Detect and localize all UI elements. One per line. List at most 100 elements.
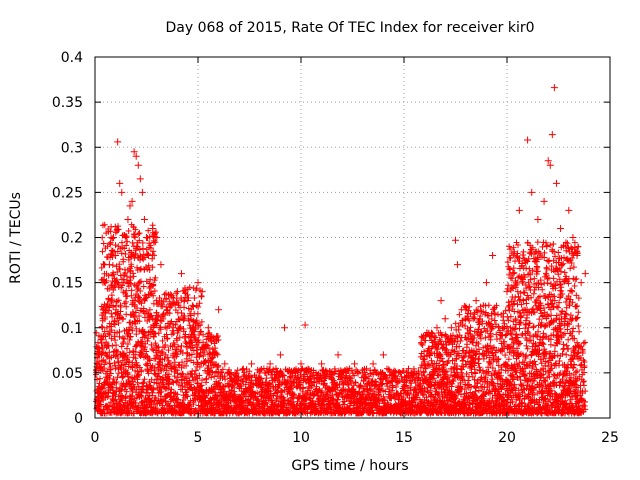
data-point-marker [109,253,116,260]
data-point-marker [135,230,142,237]
data-point-marker [136,246,143,253]
data-point-marker [126,326,133,333]
data-point-marker [159,337,166,344]
data-point-marker [123,242,130,249]
data-point-marker [122,395,129,402]
data-point-marker [118,343,125,350]
data-point-marker [152,239,159,246]
data-point-marker [164,392,171,399]
data-point-marker [132,226,139,233]
data-point-marker [117,392,124,399]
data-point-marker [145,262,152,269]
data-point-marker [99,395,106,402]
data-point-marker [149,389,156,396]
data-point-marker [139,245,146,252]
data-point-marker [128,263,135,270]
data-point-marker [146,233,153,240]
data-point-marker [123,233,130,240]
data-point-marker [107,323,114,330]
data-point-marker [110,302,117,309]
data-point-marker [158,388,165,395]
data-point-marker [155,347,162,354]
data-point-marker [155,380,162,387]
data-point-marker [136,237,143,244]
data-point-marker [121,300,128,307]
data-point-marker [145,370,152,377]
data-point-marker [151,379,158,386]
data-point-marker [136,318,143,325]
data-point-marker [138,300,145,307]
data-point-marker [164,354,171,361]
data-point-marker [116,261,123,268]
data-point-marker [133,359,140,366]
data-point-marker [120,339,127,346]
data-point-marker [109,313,116,320]
data-point-marker [159,303,166,310]
data-point-marker [151,367,158,374]
data-point-marker [107,370,114,377]
data-point-marker [122,250,129,257]
data-point-marker [149,346,156,353]
data-point-marker [153,322,160,329]
data-point-marker [96,375,103,382]
grid-lines [95,57,610,418]
data-point-marker [116,333,123,340]
data-point-marker [123,345,130,352]
data-point-marker [109,247,116,254]
data-point-marker [127,274,134,281]
data-point-marker [132,355,139,362]
data-point-marker [117,304,124,311]
data-point-marker [164,335,171,342]
data-point-marker [110,271,117,278]
data-point-marker [163,331,170,338]
data-point-marker [118,250,125,257]
data-point-marker [156,373,163,380]
data-point-marker [98,336,105,343]
data-point-marker [150,401,157,408]
data-point-marker [103,324,110,331]
data-point-marker [103,339,110,346]
data-point-marker [120,258,127,265]
data-point-marker [150,385,157,392]
data-point-marker [93,329,100,336]
data-point-marker [150,292,157,299]
data-point-marker [112,396,119,403]
data-point-marker [125,227,132,234]
data-point-marker [163,367,170,374]
data-point-marker [150,248,157,255]
data-point-marker [140,379,147,386]
data-point-marker [138,278,145,285]
data-point-marker [111,321,118,328]
data-point-marker [130,273,137,280]
data-point-marker [132,348,139,355]
data-point-marker [101,221,108,228]
data-point-marker [124,354,131,361]
data-point-marker [143,348,150,355]
data-point-marker [147,244,154,251]
data-point-marker [147,382,154,389]
data-point-marker [113,400,120,407]
data-point-marker [122,269,129,276]
data-point-marker [143,294,150,301]
data-point-marker [144,338,151,345]
data-point-marker [123,388,130,395]
data-point-marker [109,235,116,242]
data-point-marker [149,264,156,271]
data-point-marker [162,342,169,349]
data-point-marker [145,356,152,363]
data-point-marker [107,363,114,370]
data-point-marker [136,279,143,286]
data-point-marker [152,274,159,281]
data-point-marker [106,285,113,292]
data-point-marker [146,284,153,291]
data-point-marker [111,282,118,289]
data-point-marker [160,310,167,317]
data-point-marker [119,373,126,380]
data-point-marker [100,240,107,247]
data-point-marker [152,330,159,337]
data-point-marker [97,401,104,408]
data-point-marker [119,316,126,323]
data-point-marker [137,392,144,399]
data-point-marker [165,347,172,354]
